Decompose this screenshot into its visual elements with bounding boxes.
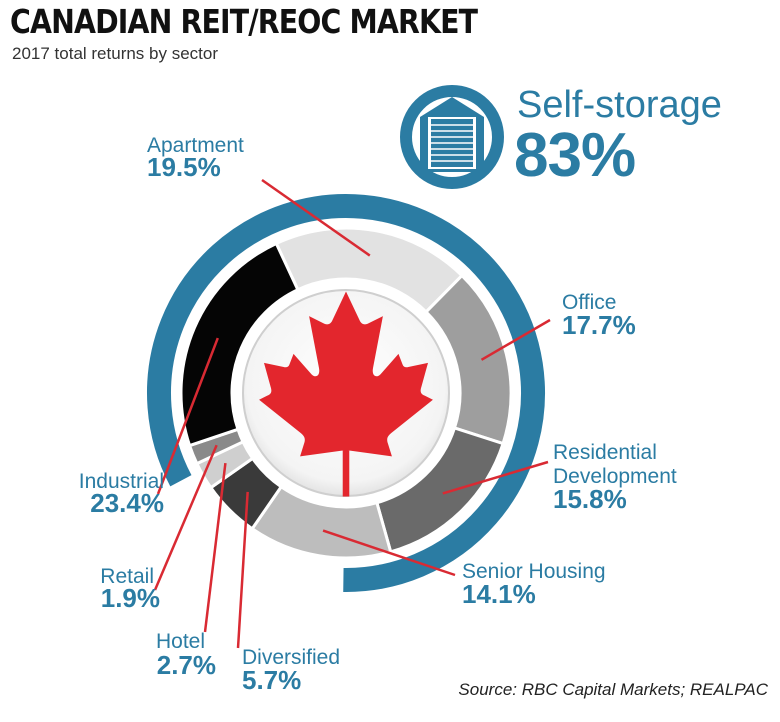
leader-line-diversified <box>236 491 249 649</box>
callout-value: 83% <box>514 121 636 190</box>
leader-line-hotel <box>203 462 227 633</box>
self-storage-outer-arc <box>147 194 545 592</box>
value-label-residential-development: 15.8% <box>553 484 627 514</box>
chart-title: CANADIAN REIT/REOC MARKET <box>10 2 478 41</box>
category-label-apartment: Apartment <box>147 134 244 157</box>
category-label-retail: Retail <box>100 565 154 588</box>
source-note: Source: RBC Capital Markets; REALPAC <box>458 680 768 699</box>
callout-label: Self-storage <box>517 84 722 126</box>
value-label-office: 17.7% <box>562 310 636 340</box>
value-label-apartment: 19.5% <box>147 152 221 182</box>
leader-line-apartment <box>261 178 371 257</box>
category-label-diversified: Diversified <box>242 646 340 669</box>
leader-line-senior-housing <box>322 529 456 577</box>
storage-garage-door-icon <box>420 97 484 172</box>
category-label-senior-housing: Senior Housing <box>462 560 606 583</box>
leader-line-office <box>480 318 551 361</box>
leader-line-industrial <box>156 337 219 495</box>
value-label-hotel: 2.7% <box>157 650 216 680</box>
category-label-industrial: Industrial <box>79 470 164 493</box>
value-label-industrial: 23.4% <box>90 488 164 518</box>
maple-leaf-icon <box>259 291 433 497</box>
slice-industrial <box>179 241 300 448</box>
value-label-diversified: 5.7% <box>242 665 301 695</box>
category-label-residential-development: Residential Development <box>553 441 677 488</box>
value-label-retail: 1.9% <box>101 583 160 613</box>
leader-line-retail <box>153 444 218 591</box>
chart-subtitle: 2017 total returns by sector <box>12 44 219 63</box>
value-label-senior-housing: 14.1% <box>462 579 536 609</box>
category-label-hotel: Hotel <box>156 630 205 653</box>
leader-line-residential-development <box>442 460 549 495</box>
category-label-office: Office <box>562 291 616 314</box>
